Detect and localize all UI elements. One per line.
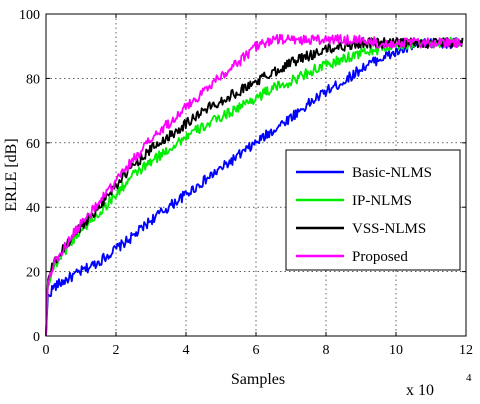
- y-tick-label: 80: [26, 72, 40, 87]
- y-tick-label: 0: [33, 330, 40, 345]
- y-tick-label: 60: [26, 137, 40, 152]
- axis-ticks: 0 2 4 6 8 10 12 0 20 40 60 80 100: [19, 8, 473, 358]
- legend: Basic-NLMS IP-NLMS VSS-NLMS Proposed: [285, 149, 461, 271]
- x-tick-label: 6: [253, 343, 260, 358]
- legend-entry-label: VSS-NLMS: [352, 221, 426, 237]
- x-axis-multiplier-base: x 10: [406, 382, 434, 399]
- x-tick-label: 0: [43, 343, 50, 358]
- x-tick-label: 8: [323, 343, 330, 358]
- legend-entry-label: IP-NLMS: [352, 193, 412, 209]
- y-tick-label: 100: [19, 8, 40, 23]
- legend-entry-label: Basic-NLMS: [352, 165, 432, 181]
- x-axis-label: Samples: [231, 371, 285, 388]
- series-line-proposed: [45, 33, 463, 337]
- x-tick-label: 10: [389, 343, 403, 358]
- x-tick-label: 2: [113, 343, 120, 358]
- y-axis-label: ERLE [dB]: [3, 138, 20, 211]
- legend-entry-label: Proposed: [352, 249, 408, 265]
- x-tick-label: 12: [459, 343, 473, 358]
- series-line-basic-nlms: [45, 37, 464, 337]
- y-tick-label: 40: [26, 201, 40, 216]
- legend-box: [285, 149, 461, 271]
- series-lines: [45, 33, 464, 337]
- x-axis-multiplier-exponent: 4: [466, 372, 472, 384]
- legend-entries: Basic-NLMS IP-NLMS VSS-NLMS Proposed: [296, 165, 432, 265]
- series-line-vss-nlms: [45, 37, 464, 337]
- x-axis-multiplier: x 10: [406, 382, 434, 399]
- x-tick-label: 4: [183, 343, 190, 358]
- y-tick-label: 20: [26, 266, 40, 281]
